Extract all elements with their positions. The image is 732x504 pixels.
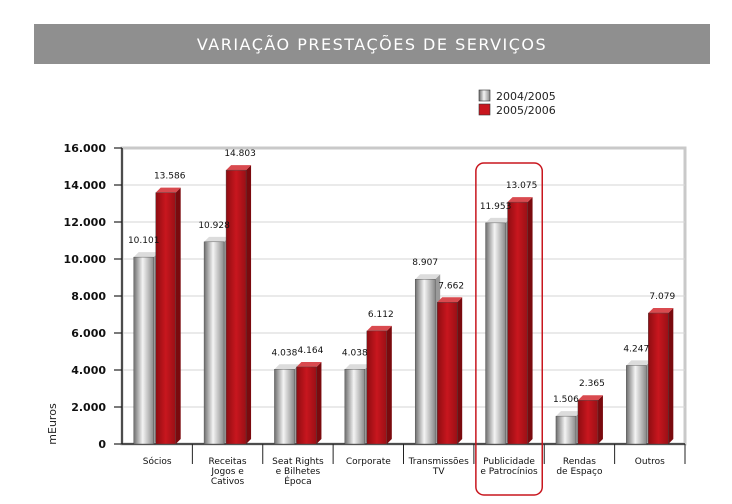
bar-2004-2005-top [626, 360, 652, 366]
y-tick-label: 14.000 [64, 179, 107, 192]
bar-2005-2006-side [457, 297, 463, 444]
data-label-2004-2005: 4.038 [342, 348, 368, 358]
bar-2005-2006-top [437, 297, 463, 303]
bar-2005-2006-side [668, 308, 674, 444]
bar-2004-2005-top [485, 217, 511, 223]
bar-2004-2005-top [204, 236, 230, 242]
y-tick-label: 10.000 [64, 253, 107, 266]
x-category-label: Época [284, 475, 311, 487]
x-category-label: Rendas [563, 457, 596, 467]
data-label-2005-2006: 13.075 [506, 181, 538, 191]
bar-2005-2006 [225, 169, 247, 445]
x-category-label: Receitas [209, 457, 247, 467]
bar-2004-2005 [274, 369, 295, 445]
data-label-2004-2005: 4.038 [272, 348, 298, 358]
bar-2005-2006 [436, 302, 458, 445]
x-category-label: e Bilhetes [276, 467, 321, 477]
y-tick-label: 12.000 [64, 216, 107, 229]
bar-2005-2006-side [175, 187, 181, 444]
bar-2005-2006-top [648, 308, 674, 314]
data-label-2005-2006: 6.112 [368, 310, 394, 320]
data-label-2005-2006: 14.803 [224, 149, 256, 159]
data-label-2005-2006: 7.079 [649, 292, 675, 302]
bar-2004-2005 [485, 222, 506, 445]
bar-2004-2005 [414, 279, 436, 445]
x-category-label: Sócios [143, 456, 172, 467]
x-category-label: Jogos e [210, 467, 244, 477]
bar-2005-2006 [648, 312, 669, 445]
x-category-label: Corporate [346, 457, 391, 467]
bar-2004-2005-top [415, 274, 441, 280]
bar-2005-2006-side [246, 165, 252, 444]
bar-2004-2005-top [274, 364, 300, 370]
legend-swatch-2004-2005 [478, 89, 491, 102]
bar-2005-2006-side [527, 197, 533, 444]
y-axis-label: mEuros [46, 403, 59, 445]
y-tick-label: 6.000 [71, 327, 106, 340]
bar-2004-2005 [203, 241, 225, 445]
bar-2004-2005 [555, 415, 577, 445]
x-category-label: e Patrocínios [480, 467, 538, 477]
data-label-2004-2005: 10.928 [198, 221, 230, 231]
x-category-label: Cativos [211, 477, 245, 487]
data-label-2005-2006: 4.164 [298, 346, 324, 356]
bar-2004-2005-top [133, 252, 159, 258]
bar-2005-2006-side [386, 325, 392, 444]
x-category-label: TV [432, 467, 445, 477]
bar-2004-2005-top [344, 364, 370, 370]
bar-2005-2006-top [507, 197, 533, 203]
data-label-2004-2005: 11.953 [480, 202, 512, 212]
bar-2005-2006 [366, 330, 388, 445]
data-label-2005-2006: 7.662 [438, 281, 464, 291]
bar-2004-2005 [344, 369, 366, 445]
bar-2005-2006-side [316, 361, 322, 444]
data-label-2005-2006: 13.586 [154, 172, 186, 182]
chart-title-bar: VARIAÇÃO PRESTAÇÕES DE SERVIÇOS [34, 24, 710, 64]
bar-2005-2006 [155, 192, 176, 445]
x-category-label: de Espaço [556, 467, 603, 477]
bar-2005-2006-top [296, 361, 322, 367]
y-tick-label: 16.000 [64, 142, 107, 155]
y-tick-label: 4.000 [71, 364, 106, 377]
x-category-label: Publicidade [483, 457, 535, 467]
bar-2005-2006 [577, 400, 599, 445]
bar-2005-2006-top [366, 325, 392, 331]
y-tick-label: 2.000 [71, 401, 106, 414]
bar-2004-2005 [133, 256, 154, 445]
bar-2005-2006-top [577, 395, 603, 401]
highlight-box [475, 162, 543, 496]
data-label-2005-2006: 2.365 [579, 379, 605, 389]
data-label-2004-2005: 10.101 [128, 236, 160, 246]
bar-2004-2005-top [555, 411, 581, 417]
x-category-label: Outros [635, 457, 665, 467]
y-tick-label: 0 [98, 438, 106, 451]
bar-2005-2006-top [155, 187, 181, 193]
bar-2005-2006-side [597, 395, 603, 444]
data-label-2004-2005: 8.907 [412, 258, 438, 268]
legend-label-2004-2005: 2004/2005 [496, 90, 556, 103]
bar-2005-2006 [507, 201, 528, 445]
data-label-2004-2005: 4.247 [623, 344, 649, 354]
data-label-2004-2005: 1.506 [553, 395, 579, 405]
x-category-label: Seat Rights [272, 457, 324, 467]
bar-2004-2005 [626, 365, 647, 445]
legend-label-2005-2006: 2005/2006 [496, 104, 556, 117]
bar-2005-2006-top [226, 165, 252, 171]
bar-2005-2006 [296, 366, 317, 445]
y-tick-label: 8.000 [71, 290, 106, 303]
x-category-label: Transmissões [408, 457, 469, 467]
legend-swatch-2005-2006 [478, 103, 491, 116]
chart-title: VARIAÇÃO PRESTAÇÕES DE SERVIÇOS [196, 34, 548, 54]
